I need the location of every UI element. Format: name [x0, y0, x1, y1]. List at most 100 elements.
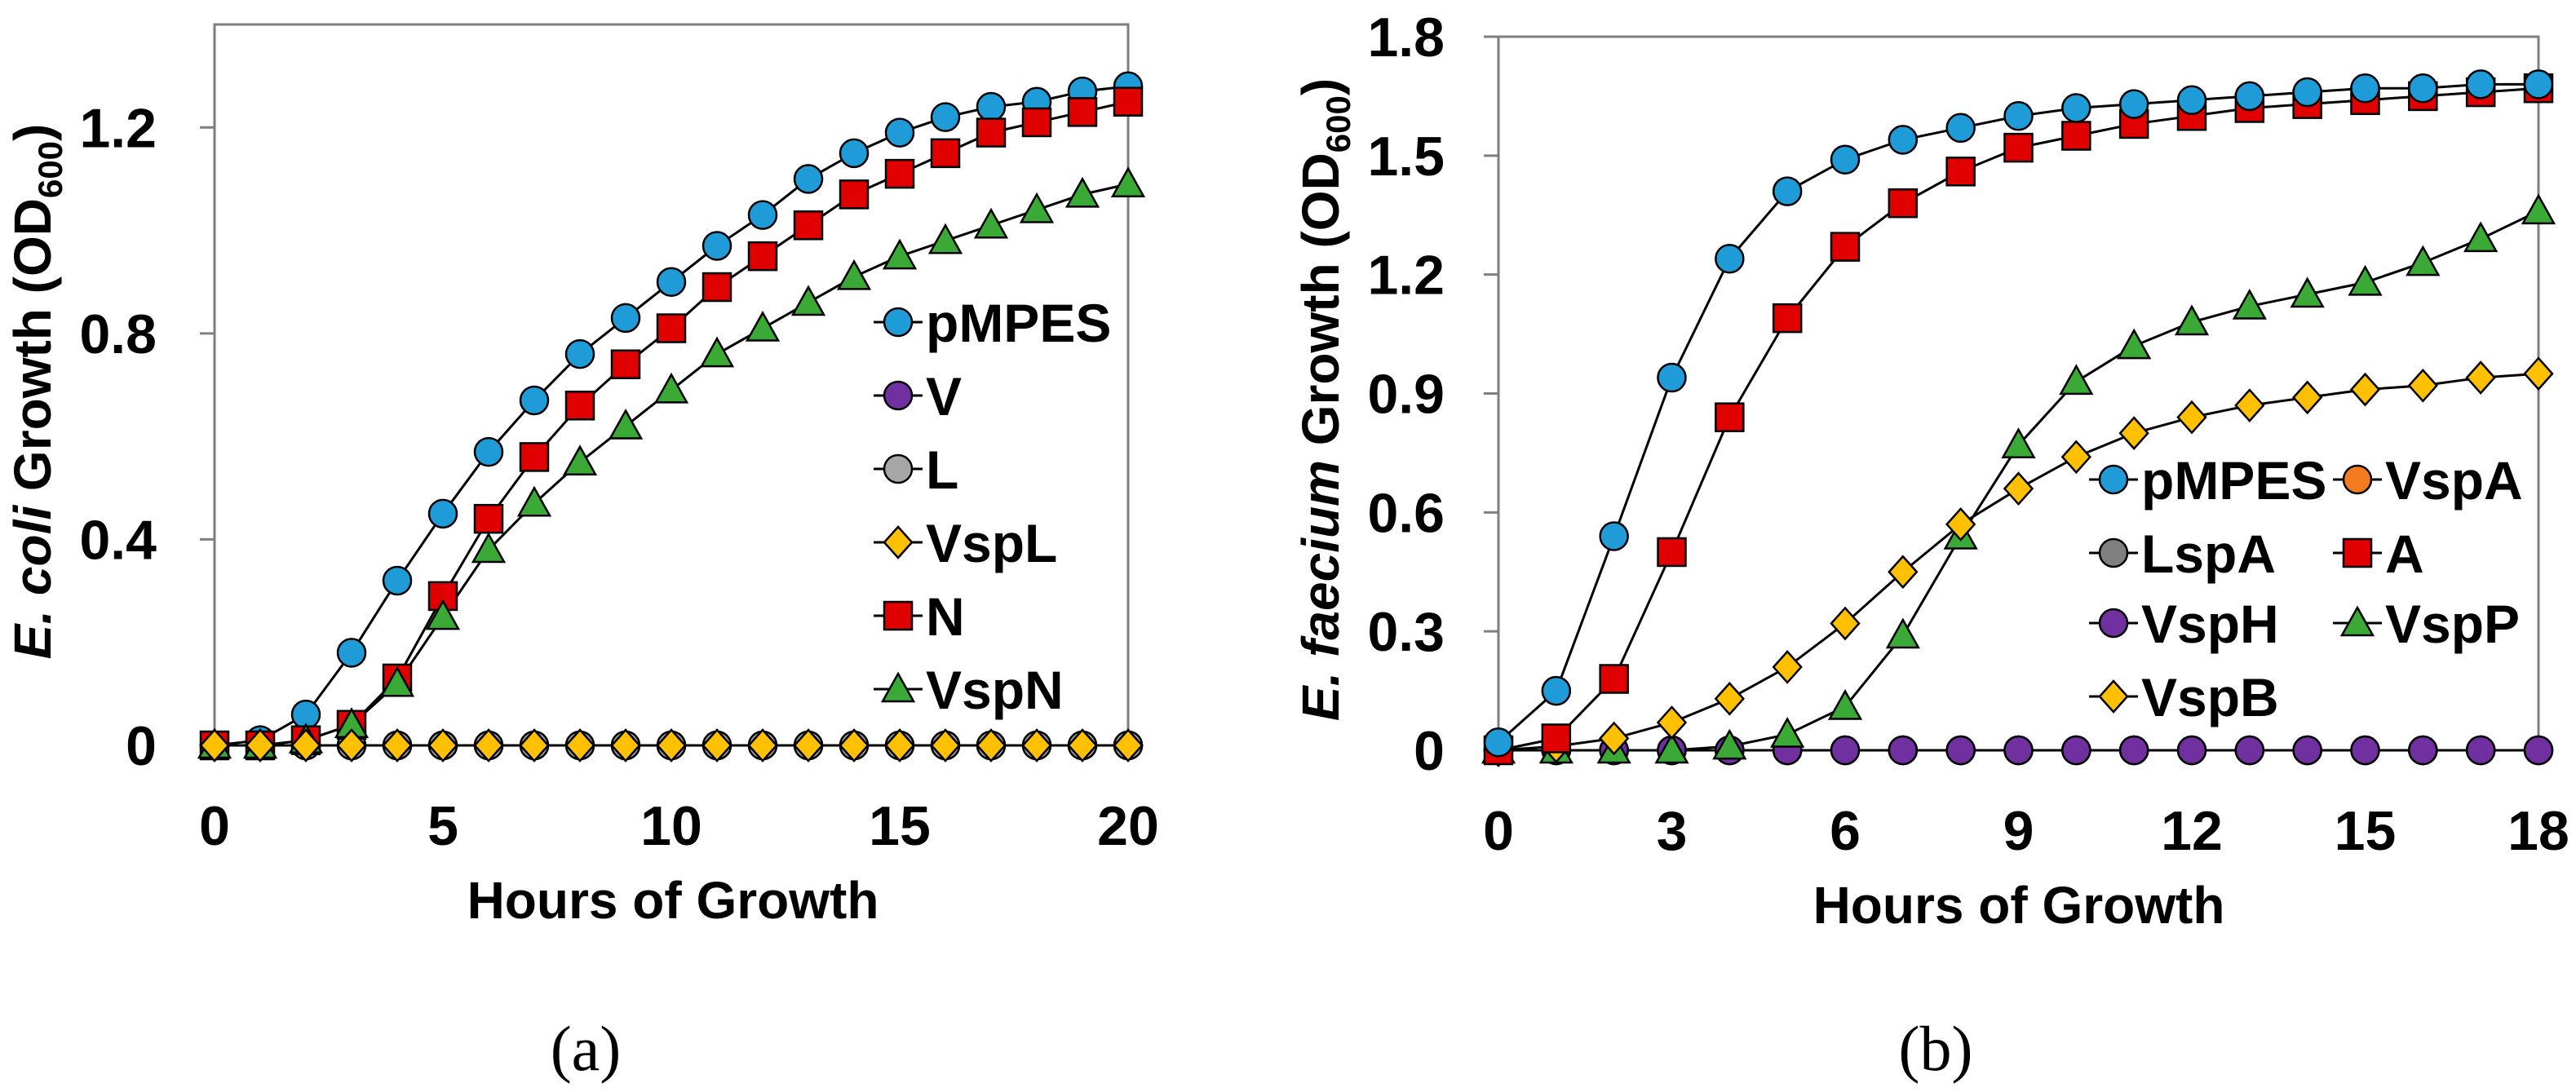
data-point-VspN: [973, 207, 1009, 239]
data-point-VspB: [2349, 372, 2381, 407]
y-axis-title-main: Growth (OD: [1291, 153, 1350, 460]
data-point-pMPES: [1599, 521, 1629, 551]
data-point-VspL: [747, 728, 778, 763]
x-tick-label: 15: [2335, 800, 2397, 862]
data-point-N: [884, 158, 915, 189]
y-tick-label: 0.6: [1367, 482, 1445, 544]
data-point-VspP: [1770, 716, 1805, 748]
data-point-pMPES: [1945, 113, 1976, 144]
data-point-VspP: [1712, 728, 1747, 760]
legend-marker-VspH: [2098, 608, 2129, 639]
data-point-VspL: [702, 728, 733, 763]
data-point-pMPES: [1657, 362, 1687, 393]
data-point-VspN: [1110, 166, 1146, 197]
data-point-VspH: [2292, 735, 2322, 766]
data-point-pMPES: [2350, 73, 2380, 104]
data-point-VspB: [1830, 606, 1861, 641]
data-point-A: [1772, 303, 1803, 334]
data-point-N: [930, 138, 961, 169]
legend-marker-VspL: [883, 525, 914, 559]
series-line-A: [1498, 86, 2539, 752]
data-point-VspL: [976, 728, 1007, 763]
data-point-VspP: [1827, 688, 1863, 720]
data-point-A: [1541, 723, 1572, 754]
data-point-VspP: [2463, 221, 2499, 253]
data-point-VspP: [2348, 264, 2383, 296]
data-point-VspB: [1656, 705, 1688, 740]
data-point-VspB: [2465, 360, 2496, 395]
y-axis-title-italic: E. coli: [3, 505, 62, 660]
data-point-VspB: [2060, 440, 2092, 475]
data-point-pMPES: [793, 164, 824, 194]
x-tick-label: 15: [869, 795, 931, 857]
y-tick-label: 0.9: [1367, 364, 1445, 426]
x-tick-label: 0: [1483, 800, 1514, 862]
data-point-VspB: [1945, 507, 1976, 542]
legend-item-L: L: [874, 440, 958, 500]
legend-label: VspB: [2141, 667, 2279, 727]
data-point-VspB: [2291, 380, 2323, 415]
x-tick-label: 9: [2003, 800, 2034, 862]
data-point-VspH: [2176, 735, 2207, 766]
data-point-pMPES: [1541, 675, 1572, 706]
y-axis-title: E. faecium Growth (OD600): [1291, 78, 1357, 721]
x-tick-label: 20: [1097, 795, 1159, 857]
data-point-VspL: [1113, 728, 1144, 763]
legend-item-pMPES: pMPES: [874, 293, 1111, 353]
legend-marker-pMPES: [2098, 464, 2129, 495]
data-point-VspB: [2118, 416, 2149, 450]
y-axis-title-subscript: 600: [1319, 95, 1357, 153]
data-point-pMPES: [336, 638, 367, 668]
legend-label: VspN: [926, 660, 1064, 720]
data-point-VspB: [2234, 388, 2265, 422]
data-point-pMPES: [2523, 69, 2554, 99]
data-point-VspL: [610, 728, 641, 763]
data-point-N: [473, 503, 504, 534]
legend-marker-LspA: [2098, 537, 2129, 568]
data-point-pMPES: [2061, 93, 2091, 123]
y-tick-label: 1.2: [79, 97, 157, 159]
data-point-pMPES: [747, 200, 778, 230]
data-point-pMPES: [2003, 100, 2034, 131]
data-point-VspN: [379, 665, 415, 697]
data-point-VspH: [2003, 735, 2034, 766]
data-point-VspP: [1885, 617, 1920, 649]
data-point-A: [1715, 402, 1745, 432]
data-point-pMPES: [1483, 727, 1514, 758]
data-point-VspL: [930, 728, 961, 763]
legend-item-VspL: VspL: [874, 513, 1057, 573]
data-point-VspH: [1830, 735, 1861, 766]
data-point-VspL: [245, 728, 276, 763]
data-point-VspP: [2406, 245, 2441, 276]
data-point-pMPES: [884, 117, 915, 148]
data-point-pMPES: [976, 91, 1007, 122]
data-point-VspB: [2003, 471, 2034, 506]
data-point-VspL: [1067, 728, 1098, 763]
data-point-VspN: [745, 310, 781, 342]
data-point-VspP: [2001, 427, 2036, 458]
data-point-N: [976, 117, 1007, 148]
data-point-VspL: [1021, 728, 1052, 763]
legend-label: VspH: [2141, 594, 2279, 654]
data-point-pMPES: [519, 385, 550, 416]
x-tick-label: 10: [640, 795, 702, 857]
data-point-pMPES: [656, 267, 687, 297]
legend-item-VspH: VspH: [2089, 594, 2279, 654]
chart-b: 0 0.3 0.6 0.9 1.2 1.5 1.8 0 3 6 9 12 15 18 Hours of Gr…: [1291, 7, 2569, 1084]
data-point-pMPES: [839, 138, 870, 169]
legend-item-VspN: VspN: [874, 660, 1064, 720]
data-point-VspN: [927, 223, 963, 254]
data-point-N: [839, 179, 870, 210]
data-point-VspN: [790, 285, 826, 316]
data-point-VspN: [608, 408, 644, 440]
data-point-VspN: [882, 238, 918, 270]
legend-item-A: A: [2333, 524, 2424, 584]
data-point-VspN: [836, 259, 872, 290]
legend: pMPES VL VspL N VspN: [874, 293, 1111, 720]
data-point-VspH: [2234, 735, 2265, 766]
legend-label: V: [926, 366, 962, 427]
data-point-VspH: [2465, 735, 2496, 766]
data-point-pMPES: [2118, 89, 2149, 119]
x-tick-label: 0: [199, 795, 230, 857]
data-point-A: [1888, 188, 1919, 219]
